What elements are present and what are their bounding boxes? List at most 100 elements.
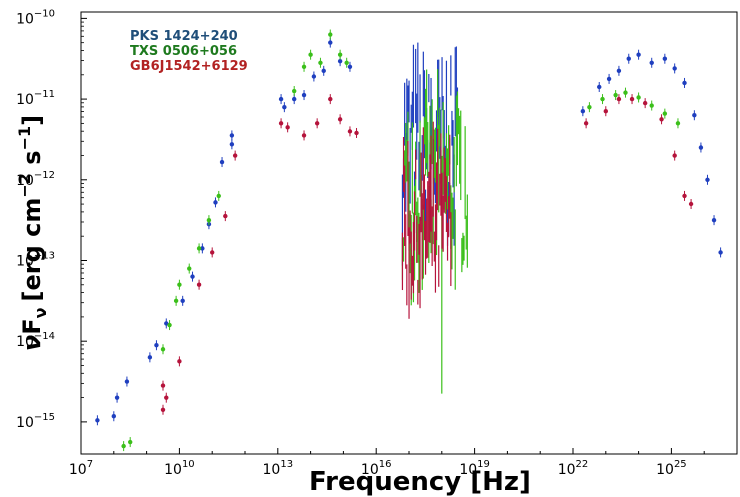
point-marker (292, 88, 297, 94)
data-point (705, 174, 710, 185)
data-point (583, 118, 589, 129)
data-points (95, 29, 723, 452)
data-point (318, 57, 323, 68)
data-point (177, 356, 182, 367)
data-point (164, 318, 169, 329)
point-marker (314, 121, 320, 126)
point-marker (672, 66, 677, 71)
data-point (347, 126, 353, 137)
point-marker (616, 68, 622, 74)
y-label-exp2: −1 (15, 126, 34, 151)
x-tick-label: 1019 (459, 459, 490, 478)
point-marker (301, 133, 307, 138)
data-point (200, 243, 205, 254)
point-marker (692, 113, 697, 118)
y-tick-label: 10−11 (16, 89, 55, 108)
data-point (629, 94, 635, 105)
point-marker (180, 298, 185, 304)
y-tick-label: 10−14 (16, 331, 55, 350)
point-marker (636, 52, 641, 57)
y-label-bracket-open: [erg cm (18, 198, 46, 302)
point-marker (121, 443, 126, 449)
point-marker (160, 383, 166, 388)
x-tick-label: 1013 (263, 459, 294, 478)
data-point (675, 118, 681, 129)
data-point (154, 340, 159, 351)
point-marker (173, 298, 179, 304)
point-marker (636, 95, 641, 100)
point-marker (711, 217, 717, 223)
data-point (190, 271, 195, 282)
point-marker (587, 104, 592, 110)
data-point (718, 247, 723, 258)
point-marker (318, 60, 323, 65)
data-point (347, 61, 353, 72)
x-axis-title: Frequency [Hz] (309, 467, 531, 497)
point-marker (580, 108, 586, 114)
point-marker (649, 103, 654, 108)
data-point (124, 376, 130, 387)
point-marker (160, 407, 166, 412)
y-label-mid: s (18, 150, 46, 173)
data-point (167, 320, 172, 331)
data-point (147, 352, 153, 363)
point-marker (232, 153, 238, 158)
point-marker (354, 130, 359, 136)
data-point (613, 90, 618, 101)
point-marker (616, 96, 622, 102)
data-point (659, 114, 664, 125)
data-point (278, 94, 284, 105)
data-point (128, 437, 133, 448)
x-axis-ticks: 107 1010 1013 1016 1019 1022 1025 (69, 448, 738, 478)
point-marker (311, 74, 317, 79)
y-tick-label: 10−13 (16, 250, 55, 269)
data-point (328, 94, 333, 105)
data-point (587, 102, 592, 113)
point-marker (177, 282, 182, 287)
point-marker (597, 84, 602, 90)
data-point (642, 98, 648, 109)
point-marker (698, 145, 704, 150)
data-point (114, 392, 120, 403)
point-marker (196, 282, 202, 287)
y-label-nu: ν (18, 335, 46, 351)
data-point (337, 49, 343, 60)
data-point (682, 190, 687, 201)
point-marker (328, 96, 333, 102)
point-marker (662, 111, 668, 116)
point-marker (164, 395, 169, 400)
point-marker (95, 418, 100, 423)
point-marker (675, 121, 681, 126)
data-point (278, 118, 284, 129)
point-marker (705, 177, 710, 182)
point-marker (337, 58, 343, 64)
legend-entry: TXS 0506+056 (130, 44, 237, 59)
data-point (180, 295, 185, 306)
point-marker (282, 104, 287, 110)
data-point (688, 198, 694, 209)
point-marker (124, 379, 130, 384)
point-marker (154, 343, 159, 348)
point-marker (301, 92, 307, 98)
point-marker (177, 359, 182, 364)
point-marker (229, 142, 235, 147)
data-point (626, 53, 631, 64)
point-marker (278, 96, 284, 102)
point-marker (606, 76, 612, 82)
data-point (121, 441, 126, 452)
point-marker (285, 125, 290, 130)
data-point (177, 279, 182, 290)
point-marker (301, 64, 307, 70)
data-point (95, 415, 100, 426)
data-point (354, 127, 359, 138)
data-point (311, 71, 317, 82)
data-point (692, 110, 697, 121)
data-point (308, 49, 313, 60)
point-marker (308, 52, 313, 57)
data-point (219, 157, 225, 168)
data-point (321, 65, 326, 76)
point-marker (200, 246, 205, 251)
point-marker (160, 347, 166, 352)
point-marker (626, 56, 631, 61)
